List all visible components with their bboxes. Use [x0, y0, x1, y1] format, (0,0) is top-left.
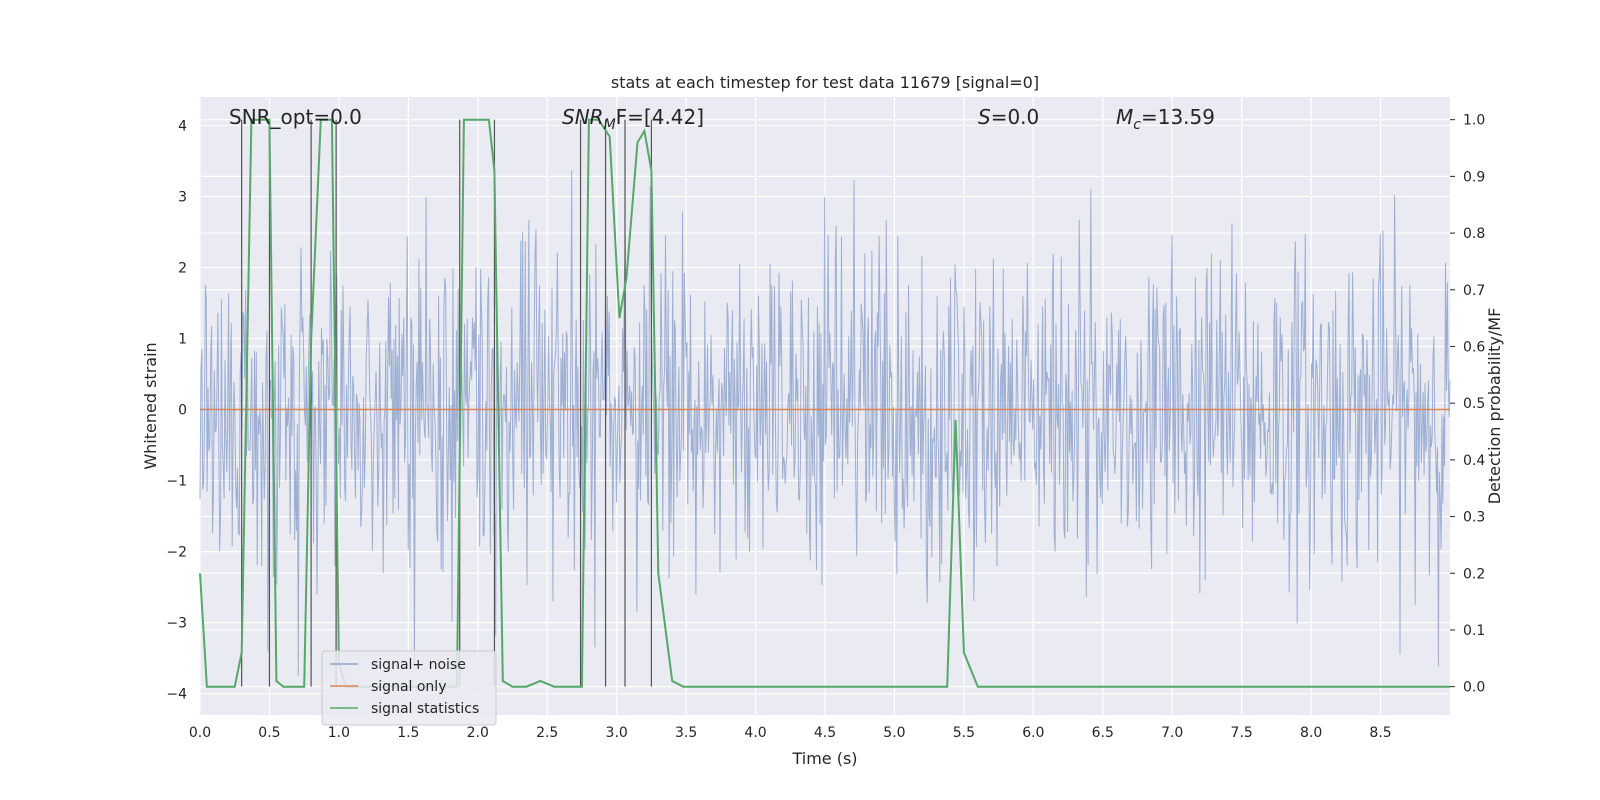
y-tick-label: −4	[166, 687, 187, 703]
legend-label-statistics: signal statistics	[371, 701, 479, 717]
chart-title: stats at each timestep for test data 116…	[611, 73, 1039, 92]
annotation-s: S=0.0	[978, 105, 1039, 129]
annotation-s-rest: =0.0	[991, 105, 1040, 129]
annotation-s-var: S	[978, 105, 991, 129]
statistics-line	[199, 118, 1450, 688]
x-tick-label: 8.0	[1300, 725, 1322, 741]
y-tick-label: −2	[166, 545, 187, 561]
y2-tick-label: 0.0	[1463, 680, 1485, 696]
x-tick-label: 0.5	[258, 725, 280, 741]
x-tick-label: 1.5	[397, 725, 419, 741]
y-tick-label: 1	[178, 332, 187, 348]
x-tick-label: 6.0	[1022, 725, 1044, 741]
y-tick-label: 4	[178, 118, 187, 134]
x-tick-label: 2.5	[536, 725, 558, 741]
annotation-snr-mf: SNRMF=[4.42]	[562, 105, 704, 133]
noise-trace	[199, 170, 1451, 676]
annotation-mc: Mc=13.59	[1116, 105, 1215, 133]
x-axis-label: Time (s)	[791, 749, 857, 768]
noise-series	[199, 170, 1451, 676]
y-tick-label: 0	[178, 403, 187, 419]
y2-axis-label: Detection probability/MF	[1485, 308, 1504, 505]
tick-labels: 0.0 0.5 1.0 1.5 2.0 2.5 3.0 3.5 4.0 4.5 5.0 5.5 6.0 6…	[166, 113, 1485, 741]
x-tick-label: 0.0	[189, 725, 211, 741]
legend: signal+ noise signal only signal statist…	[321, 650, 497, 726]
x-tick-label: 2.0	[467, 725, 489, 741]
annotation-mc-base: M	[1116, 105, 1133, 129]
annotation-snr-mf-rest: F=[4.42]	[616, 105, 704, 129]
legend-label-signal-only: signal only	[371, 679, 446, 695]
x-tick-label: 7.0	[1161, 725, 1183, 741]
annotation-snr-mf-base: SNR	[562, 105, 604, 129]
annotation-mc-rest: =13.59	[1141, 105, 1215, 129]
x-tick-label: 5.0	[883, 725, 905, 741]
x-tick-label: 7.5	[1231, 725, 1253, 741]
x-tick-label: 5.5	[953, 725, 975, 741]
signal-statistics-series	[199, 118, 1450, 688]
x-tick-label: 1.0	[328, 725, 350, 741]
x-tick-label: 6.5	[1092, 725, 1114, 741]
y-tick-label: −3	[166, 616, 187, 632]
y2-tick-label: 0.8	[1463, 226, 1485, 242]
y2-tick-label: 0.6	[1463, 339, 1485, 355]
y-tick-label: 2	[178, 260, 187, 276]
y2-tick-label: 0.7	[1463, 283, 1485, 299]
x-tick-label: 3.0	[606, 725, 628, 741]
x-tick-label: 8.5	[1369, 725, 1391, 741]
y-tick-label: −1	[166, 474, 187, 490]
y2-tick-label: 0.4	[1463, 453, 1485, 469]
x-tick-label: 3.5	[675, 725, 697, 741]
x-tick-label: 4.5	[814, 725, 836, 741]
annotation-mc-sub: c	[1133, 117, 1141, 133]
legend-box	[321, 650, 497, 726]
y-axis-label: Whitened strain	[141, 342, 160, 469]
legend-label-noise: signal+ noise	[371, 657, 466, 673]
annotation-snr-opt: SNR_opt=0.0	[229, 105, 362, 129]
y2-tick-label: 0.3	[1463, 510, 1485, 526]
y2-tick-label: 1.0	[1463, 113, 1485, 129]
y2-tick-label: 0.1	[1463, 623, 1485, 639]
y-tick-label: 3	[178, 189, 187, 205]
x-tick-label: 4.0	[744, 725, 766, 741]
y2-tick-label: 0.9	[1463, 169, 1485, 185]
y2-tick-label: 0.5	[1463, 396, 1485, 412]
y2-tick-label: 0.2	[1463, 566, 1485, 582]
annotation-snr-mf-sub: M	[604, 117, 616, 133]
